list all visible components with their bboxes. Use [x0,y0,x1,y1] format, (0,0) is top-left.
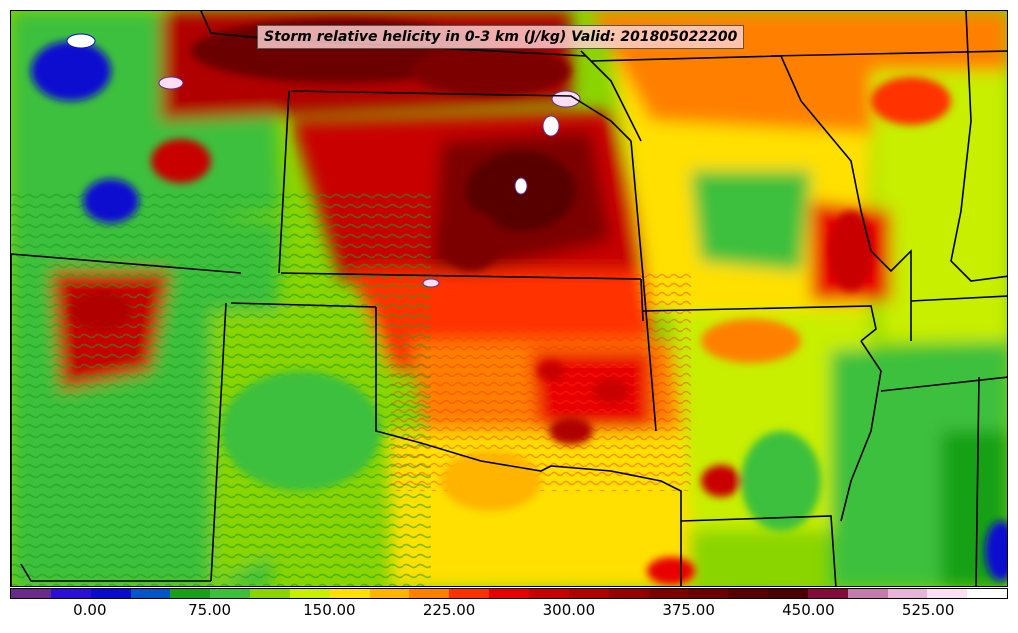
blob-il-red [871,77,951,125]
border-mo-west [630,140,657,432]
blob-mo-red [829,211,873,291]
colorbar-segment [210,589,251,598]
blob-nw-red [151,139,211,183]
border-wi-il [770,50,1007,57]
blob-tx-orange [441,451,541,511]
extreme-values [66,33,581,288]
colorbar-segment [170,589,211,598]
colorbar-segment [768,589,808,598]
colorbar-tick-labels: 0.00 75.00 150.00 225.00 300.00 375.00 450.00 5… [10,601,1008,623]
colorbar-segment [927,589,968,598]
texture-red [391,271,691,491]
colorbar-tick-label: 525.00 [901,601,955,619]
border-ky [910,295,1007,302]
border-co-south [230,302,377,308]
border-ar-east [840,340,882,522]
blob-ar-red [701,465,741,497]
colorbar-tick-label: 225.00 [422,601,476,619]
blob-ks-maroon-2 [441,211,501,271]
border-wy-co-north [11,253,242,274]
colorbar-tick-label: 300.00 [542,601,596,619]
border-ms-east [975,376,980,586]
colorbar-segment [967,589,1008,598]
colorbar-tick-label: 375.00 [662,601,715,619]
blob-ar-green [741,431,821,531]
colorbar-segment [528,589,569,598]
spot-white-2 [542,115,560,137]
blob-nw-red-2 [71,291,131,331]
blob-ok-red-2 [593,379,629,403]
border-tn-ms [880,376,1007,392]
colorbar-segment [250,589,290,598]
colorbar-tick-label: 150.00 [303,601,356,619]
colorbar-segment [688,589,729,598]
map-title: Storm relative helicity in 0-3 km (J/kg)… [257,25,745,49]
blob-north-darkred-2 [411,46,571,96]
colorbar-segment [608,589,649,598]
colorbar-segment [648,589,689,598]
spot-white-3 [158,76,184,90]
region-il-lime [871,71,1007,341]
blob-nw-blue-2 [83,179,139,223]
colorbar-segment [489,589,529,598]
blob-mo-orange [701,319,801,363]
border-ok-west [375,307,682,586]
colorbar-segment [130,589,171,598]
spot-white-5 [514,177,528,195]
border-ia-mo [590,55,912,341]
colorbar-tick-label: 450.00 [782,601,835,619]
colorbar-segment [847,589,888,598]
colorbar-tick-label: 75.00 [188,601,232,619]
border-tx-south [20,563,211,582]
colorbar-segment [728,589,769,598]
colorbar-segment [50,589,91,598]
helicity-map [11,11,1007,586]
colorbar-segment [409,589,450,598]
blob-ok-red-3 [537,361,565,381]
border-nm-west [210,302,227,582]
blob-se-blue [985,521,1007,581]
blob-ok-red-1 [549,417,593,445]
blob-nw-blue [31,41,111,101]
border-sd-ne [290,90,632,142]
region-iowa-green [691,171,811,271]
border-il-in [950,11,1007,282]
border-co-ne [280,272,642,280]
map-panel: Storm relative helicity in 0-3 km (J/kg)… [10,10,1008,587]
colorbar-segment [887,589,928,598]
colorbar-segment [568,589,609,598]
colorbar-segment [369,589,410,598]
colorbar-segment [329,589,370,598]
border-wy-east [278,90,290,274]
colorbar [10,588,1008,599]
blob-nm-green [221,371,381,491]
spot-white-4 [66,33,96,49]
colorbar-segment [90,589,131,598]
blob-tx-red [647,557,695,585]
border-mo-ar [642,305,877,342]
colorbar-segment [289,589,330,598]
spot-white-6 [422,278,440,288]
colorbar-tick-label: 0.00 [73,601,107,619]
colorbar-segment [807,589,848,598]
border-ks-north [640,278,644,322]
colorbar-segment [449,589,490,598]
border-upper-il [580,50,642,142]
border-ar-la [680,515,837,586]
colorbar-segment [11,589,51,598]
